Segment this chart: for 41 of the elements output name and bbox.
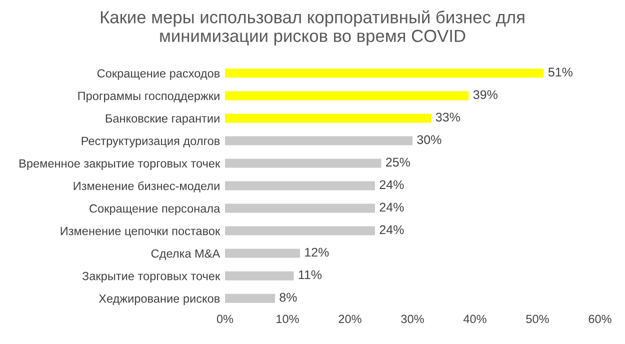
data-label: 30%: [417, 135, 442, 144]
bar: [225, 271, 294, 280]
y-tick-label: Сокращение персонала: [90, 204, 220, 216]
chart-title: Какие меры использовал корпоративный бизнес для минимизации рисков во время COVID: [100, 10, 524, 46]
y-tick-label: Временное закрытие торговых точек: [20, 159, 220, 170]
y-tick-label: Закрытие торговых точек: [82, 272, 220, 283]
data-label: 12%: [305, 248, 329, 257]
bar: [225, 181, 375, 190]
bar: [225, 204, 375, 213]
y-tick-label: Сокращение расходов: [97, 69, 220, 80]
data-label: 39%: [473, 90, 498, 100]
y-tick-label: Сделка M&A: [151, 249, 220, 260]
y-tick-label: Хеджирование рисков: [98, 294, 220, 306]
x-tick-label: 50%: [526, 314, 549, 324]
data-label: 24%: [380, 225, 404, 234]
data-label: 11%: [298, 270, 322, 280]
y-tick-label: Программы господдержки: [78, 92, 220, 102]
bar: [225, 68, 544, 78]
bar: [225, 294, 275, 303]
x-tick-label: 10%: [276, 314, 299, 324]
bar: [225, 136, 412, 146]
data-label: 24%: [380, 180, 404, 190]
y-tick-label: Банковские гарантии: [106, 114, 220, 125]
x-tick-label: 40%: [463, 314, 486, 324]
bar: [225, 158, 382, 168]
y-tick-label: Реструктуризация долгов: [82, 136, 220, 148]
x-tick-label: 0%: [216, 314, 234, 324]
y-tick-label: Изменение бизнес-модели: [74, 181, 220, 192]
x-tick-label: 20%: [338, 314, 362, 324]
y-tick-label: Изменение цепочки поставок: [60, 226, 220, 238]
x-tick-label: 60%: [588, 314, 612, 324]
x-tick-label: 30%: [401, 314, 424, 324]
bar: [225, 114, 432, 123]
bar: [225, 248, 300, 258]
bar: [225, 226, 375, 236]
data-label: 25%: [386, 158, 410, 167]
bar: [225, 91, 469, 100]
data-label: 8%: [280, 292, 297, 302]
data-label: 24%: [380, 202, 404, 212]
data-label: 33%: [436, 112, 460, 122]
data-label: 51%: [548, 68, 572, 77]
